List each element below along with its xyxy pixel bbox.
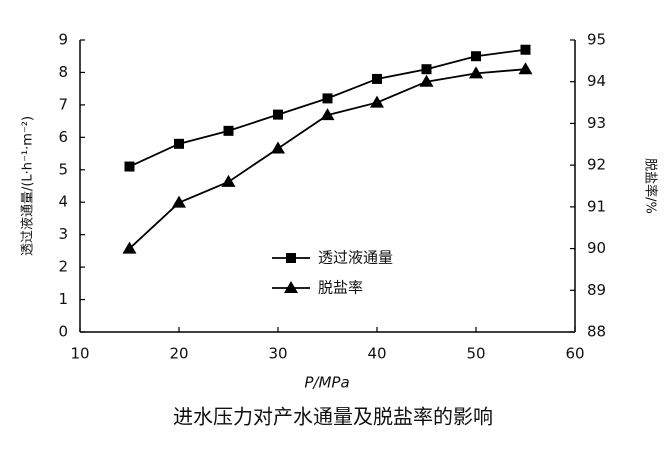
marker [284, 281, 298, 293]
y2-tick-label: 95 [587, 31, 606, 49]
marker [520, 44, 531, 55]
x-tick-label: 60 [565, 345, 584, 363]
x-tick-label: 30 [268, 345, 287, 363]
y2-tick-label: 93 [587, 114, 606, 132]
y-tick-label: 1 [58, 290, 68, 308]
y2-tick-label: 88 [587, 323, 606, 341]
x-axis-label: P/MPa [304, 374, 349, 392]
marker [469, 66, 483, 79]
y-tick-label: 9 [58, 31, 68, 49]
y-axis-label: 透过液通量/(L·h⁻¹·m⁻²) [21, 116, 36, 256]
y2-tick-label: 91 [587, 197, 606, 215]
marker [419, 74, 434, 87]
marker [372, 73, 382, 84]
y-tick-label: 7 [58, 95, 68, 113]
marker [286, 253, 296, 263]
x-tick-label: 10 [70, 345, 89, 363]
y2-tick-label: 89 [587, 281, 606, 299]
marker [174, 138, 184, 149]
marker [124, 161, 135, 172]
y2-axis-label: 脱盐率/% [643, 158, 659, 214]
y2-tick-label: 90 [587, 239, 606, 257]
chart-title: 进水压力对产水通量及脱盐率的影响 [173, 405, 493, 429]
y-tick-label: 3 [58, 225, 68, 243]
y-tick-label: 6 [58, 128, 68, 146]
marker [370, 95, 384, 108]
marker [320, 108, 335, 121]
legend-label: 透过液通量 [318, 249, 393, 267]
y-tick-label: 5 [58, 160, 68, 178]
marker [223, 125, 234, 136]
y2-tick-label: 92 [587, 156, 606, 174]
y-tick-label: 0 [58, 323, 68, 341]
marker [518, 62, 533, 75]
x-tick-label: 20 [169, 345, 188, 363]
marker [421, 64, 432, 75]
marker [471, 51, 481, 62]
y2-tick-label: 94 [587, 72, 606, 90]
marker [322, 93, 333, 104]
marker [273, 109, 283, 120]
marker [271, 141, 285, 154]
x-tick-label: 40 [367, 345, 386, 363]
x-tick-label: 50 [466, 345, 485, 363]
y-tick-label: 4 [58, 193, 68, 211]
y-tick-label: 2 [58, 258, 68, 276]
y-tick-label: 8 [58, 63, 68, 81]
marker [221, 174, 236, 187]
legend-label: 脱盐率 [318, 279, 363, 297]
marker [172, 195, 186, 208]
marker [122, 241, 137, 254]
